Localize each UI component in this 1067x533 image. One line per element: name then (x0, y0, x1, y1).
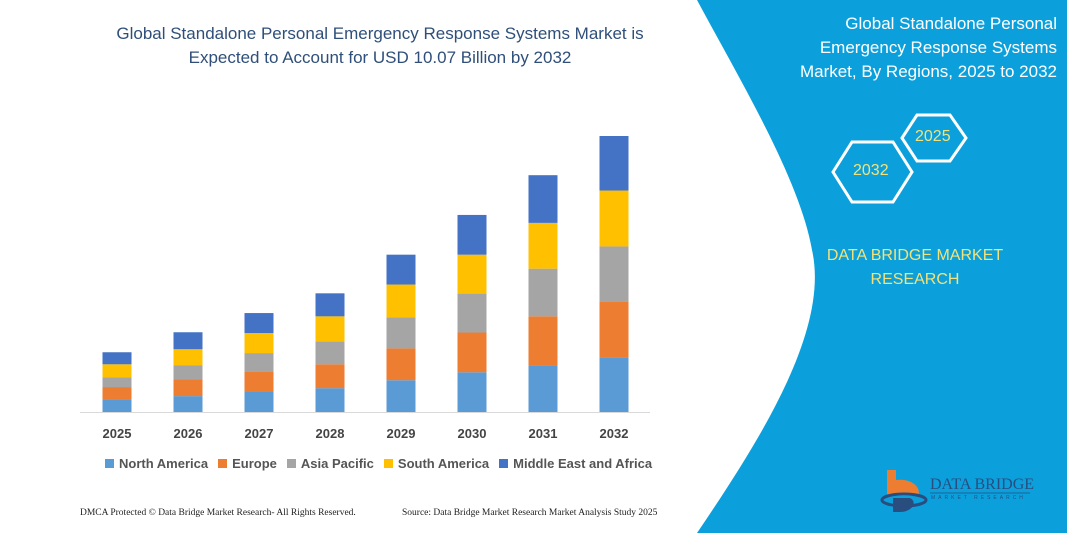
side-title-line-1: Global Standalone Personal (845, 14, 1057, 33)
bar-segment-2031-north-america (528, 365, 558, 412)
hex-2025-label: 2025 (915, 128, 951, 145)
x-tick-label: 2028 (316, 426, 345, 441)
bar-segment-2030-europe (457, 332, 487, 373)
legend-item: Europe (218, 456, 277, 471)
bar-segment-2026-europe (173, 379, 203, 397)
hex-2032-label: 2032 (853, 162, 889, 179)
title-line-1: Global Standalone Personal Emergency Res… (116, 24, 644, 43)
bar-segment-2029-middle-east-and-africa (386, 254, 416, 285)
bar-segment-2030-north-america (457, 372, 487, 412)
x-tick-label: 2030 (458, 426, 487, 441)
brand-line-2: RESEARCH (870, 271, 960, 288)
footer-source: Source: Data Bridge Market Research Mark… (402, 508, 658, 518)
x-tick-label: 2027 (245, 426, 274, 441)
side-panel-title: Global Standalone Personal Emergency Res… (727, 12, 1057, 84)
legend-item: Middle East and Africa (499, 456, 652, 471)
bar-segment-2027-middle-east-and-africa (244, 313, 274, 334)
hex-2025-shape (900, 113, 968, 163)
bar-segment-2029-north-america (386, 380, 416, 412)
x-tick-label: 2025 (103, 426, 132, 441)
bar-segment-2032-asia-pacific (599, 246, 629, 302)
x-tick-label: 2032 (600, 426, 629, 441)
hex-2032-shape (831, 140, 914, 204)
bar-segment-2029-south-america (386, 284, 416, 318)
bar-segment-2029-asia-pacific (386, 317, 416, 349)
legend-label: Europe (232, 456, 277, 471)
bar-segment-2027-south-america (244, 333, 274, 354)
legend-swatch (499, 459, 509, 468)
bar-segment-2030-asia-pacific (457, 293, 487, 333)
bar-segment-2028-north-america (315, 388, 345, 412)
bar-segment-2030-south-america (457, 254, 487, 294)
legend-label: Middle East and Africa (513, 456, 653, 471)
bar-segment-2028-asia-pacific (315, 341, 345, 365)
legend-label: North America (119, 456, 209, 471)
legend-item: Asia Pacific (286, 456, 374, 471)
side-title-line-2: Emergency Response Systems (819, 38, 1057, 57)
logo-name: DATA BRIDGE (930, 476, 1035, 493)
legend-label: South America (397, 456, 490, 471)
bar-segment-2026-asia-pacific (173, 365, 203, 380)
logo-subtitle: MARKET RESEARCH (931, 495, 1026, 501)
legend-item: South America (383, 456, 490, 471)
bar-segment-2031-south-america (528, 222, 558, 269)
logo-icon (880, 470, 928, 512)
bar-segment-2026-north-america (173, 396, 203, 412)
bar-segment-2025-asia-pacific (102, 377, 132, 388)
bar-segment-2026-south-america (173, 349, 203, 366)
title-line-2: Expected to Account for USD 10.07 Billio… (188, 48, 572, 67)
bar-segment-2028-middle-east-and-africa (315, 293, 345, 317)
bar-segment-2028-south-america (315, 316, 345, 342)
bar-segment-2026-middle-east-and-africa (173, 332, 203, 350)
chart-legend: North America Europe Asia Pacific South Ame… (105, 456, 652, 471)
x-tick-label: 2031 (529, 426, 558, 441)
bar-segment-2032-europe (599, 301, 629, 358)
bar-segment-2031-middle-east-and-africa (528, 175, 558, 223)
bar-segment-2027-asia-pacific (244, 353, 274, 372)
brand-name: DATA BRIDGE MARKET RESEARCH (820, 244, 1010, 292)
bar-segment-2031-europe (528, 316, 558, 366)
bar-segment-2032-south-america (599, 190, 629, 247)
bar-segment-2025-south-america (102, 364, 132, 378)
side-title-line-3: Market, By Regions, 2025 to 2032 (799, 62, 1057, 81)
bar-segment-2029-europe (386, 348, 416, 381)
bar-segment-2032-north-america (599, 357, 629, 412)
bar-segment-2025-north-america (102, 399, 132, 412)
x-tick-label: 2026 (174, 426, 203, 441)
bar-segment-2030-middle-east-and-africa (457, 214, 487, 255)
bar-segment-2025-middle-east-and-africa (102, 352, 132, 365)
legend-item: North America (105, 456, 208, 471)
bar-segment-2032-middle-east-and-africa (599, 136, 629, 191)
brand-line-1: DATA BRIDGE MARKET (826, 247, 1004, 264)
bar-segment-2027-europe (244, 371, 274, 392)
legend-swatch (383, 459, 393, 468)
bar-segment-2028-europe (315, 364, 345, 389)
legend-swatch (218, 459, 228, 468)
bar-segment-2027-north-america (244, 391, 274, 412)
x-tick-label: 2029 (387, 426, 416, 441)
bar-segment-2025-europe (102, 387, 132, 400)
legend-swatch (286, 459, 296, 468)
stacked-bar-chart: 2025 2026 2027 2028 2029 2030 2031 2032 (80, 136, 650, 441)
footer-copyright: DMCA Protected © Data Bridge Market Rese… (80, 508, 356, 518)
legend-label: Asia Pacific (300, 456, 374, 471)
bar-segment-2031-asia-pacific (528, 268, 558, 317)
chart-title: Global Standalone Personal Emergency Res… (80, 22, 680, 70)
legend-swatch (105, 459, 114, 468)
